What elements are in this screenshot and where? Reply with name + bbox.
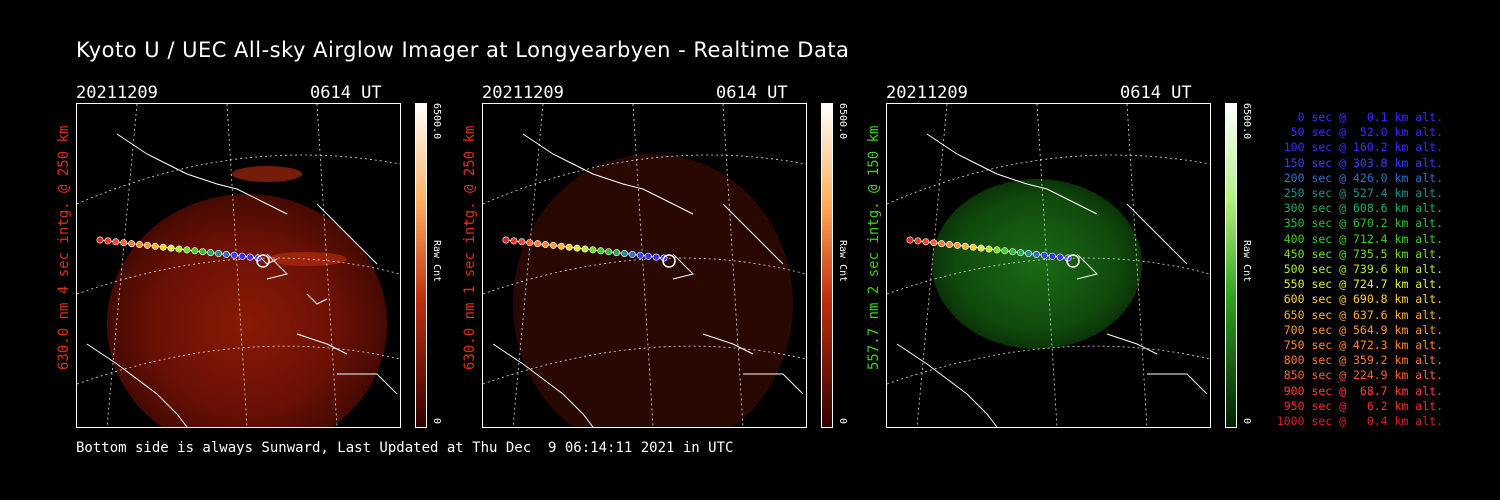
panel1-ylabel: 630.0 nm 4 sec intg. @ 250 km (56, 125, 72, 370)
panel2-cbar-min: 0 (837, 418, 848, 425)
panel2-time: 0614 UT (716, 83, 788, 103)
legend-entry: 500 sec @ 739.6 km alt. (1283, 262, 1443, 276)
legend-entry: 550 sec @ 724.7 km alt. (1283, 277, 1443, 292)
aurora-arc (232, 166, 302, 182)
panel1-image (76, 103, 401, 428)
legend-entry: 150 sec @ 303.8 km alt. (1283, 155, 1443, 170)
panel1-colorbar (415, 103, 427, 428)
panel3-time: 0614 UT (1120, 83, 1192, 103)
legend-entry: 400 sec @ 712.4 km alt. (1283, 231, 1443, 246)
panel3-colorbar (1225, 103, 1237, 428)
panel3-cbar-min: 0 (1241, 418, 1252, 425)
airglow-disk (107, 194, 387, 427)
airglow-disk (513, 154, 793, 427)
legend-entry: 600 sec @ 690.8 km alt. (1283, 292, 1443, 307)
panel1-cbar-label: Raw Cnt (431, 240, 442, 283)
airglow-disk (932, 179, 1142, 349)
panel1-cbar-min: 0 (431, 418, 442, 425)
legend-entry: 950 sec @ 6.2 km alt. (1283, 398, 1443, 413)
panel2-image (482, 103, 807, 428)
panel3-cbar-label: Raw Cnt (1241, 240, 1252, 283)
legend-entry: 50 sec @ 52.0 km alt. (1290, 125, 1443, 140)
page-title: Kyoto U / UEC All-sky Airglow Imager at … (76, 38, 850, 62)
map-grid (483, 104, 806, 427)
panel1-time: 0614 UT (310, 83, 382, 103)
legend-entry: 800 sec @ 359.2 km alt. (1283, 353, 1443, 368)
panel1-cbar-max: 6500.0 (431, 103, 442, 140)
legend-entry: 900 sec @ 68.7 km alt. (1283, 383, 1443, 398)
legend-entry: 0 sec @ 0.1 km alt. (1297, 110, 1443, 124)
legend-entry: 850 sec @ 224.9 km alt. (1283, 368, 1443, 383)
panel2-cbar-max: 6500.0 (837, 103, 848, 140)
panel3-image (886, 103, 1211, 428)
map-grid (77, 104, 400, 427)
panel2-cbar-label: Raw Cnt (837, 240, 848, 283)
legend-entry: 650 sec @ 637.6 km alt. (1283, 307, 1443, 322)
panel3-cbar-max: 6500.0 (1241, 103, 1252, 140)
legend-entry: 750 sec @ 472.3 km alt. (1283, 338, 1443, 352)
legend-entry: 250 sec @ 527.4 km alt. (1283, 186, 1443, 200)
panel3-date: 20211209 (886, 83, 968, 103)
footer-note: Bottom side is always Sunward, Last Upda… (76, 440, 734, 456)
legend-entry: 1000 sec @ 0.4 km alt. (1276, 414, 1443, 428)
coastlines (896, 133, 1208, 427)
map-grid (887, 104, 1210, 427)
legend-entry: 350 sec @ 670.2 km alt. (1283, 216, 1443, 231)
panel2-map (483, 104, 806, 427)
panel1-date: 20211209 (76, 83, 158, 103)
aurora-arc (267, 252, 347, 266)
legend-entry: 300 sec @ 608.6 km alt. (1283, 201, 1443, 216)
panel2-date: 20211209 (482, 83, 564, 103)
legend-entry: 450 sec @ 735.5 km alt. (1283, 246, 1443, 261)
legend-entry: 700 sec @ 564.9 km alt. (1283, 322, 1443, 337)
panel3-ylabel: 557.7 nm 2 sec intg. @ 150 km (866, 125, 882, 370)
panel1-map (77, 104, 400, 427)
legend-entry: 200 sec @ 426.0 km alt. (1283, 170, 1443, 185)
panel2-ylabel: 630.0 nm 1 sec intg. @ 250 km (462, 125, 478, 370)
legend-entry: 100 sec @ 160.2 km alt. (1283, 140, 1443, 155)
coastlines (492, 133, 804, 427)
panel2-colorbar (821, 103, 833, 428)
panel3-map (887, 104, 1210, 427)
